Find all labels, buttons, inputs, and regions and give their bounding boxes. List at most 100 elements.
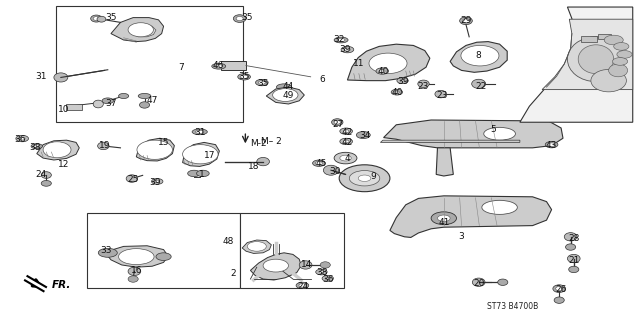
Text: 9: 9: [370, 172, 376, 181]
Text: 24: 24: [297, 282, 309, 291]
Polygon shape: [380, 140, 520, 142]
Text: 22: 22: [475, 82, 486, 91]
Ellipse shape: [566, 244, 576, 250]
Ellipse shape: [555, 286, 563, 291]
Bar: [66, 104, 82, 110]
Ellipse shape: [340, 138, 353, 145]
Ellipse shape: [334, 120, 340, 124]
Text: 14: 14: [301, 260, 312, 269]
Polygon shape: [347, 44, 430, 81]
Ellipse shape: [188, 170, 200, 177]
Text: 24: 24: [36, 170, 47, 179]
Polygon shape: [136, 138, 174, 161]
Ellipse shape: [128, 267, 141, 276]
Ellipse shape: [617, 51, 632, 58]
Text: 35: 35: [242, 13, 253, 22]
Ellipse shape: [567, 37, 624, 82]
Ellipse shape: [93, 100, 103, 108]
Text: 23: 23: [437, 92, 448, 100]
Text: 2: 2: [231, 269, 236, 278]
Ellipse shape: [139, 102, 150, 108]
Text: ST73 B4700B: ST73 B4700B: [487, 302, 538, 311]
Bar: [221, 61, 246, 70]
Ellipse shape: [400, 79, 405, 82]
Text: 21: 21: [568, 256, 579, 265]
Ellipse shape: [126, 175, 138, 182]
Ellipse shape: [152, 179, 163, 184]
Ellipse shape: [431, 212, 456, 225]
Text: M– 2: M– 2: [261, 137, 282, 146]
Ellipse shape: [316, 269, 327, 275]
Ellipse shape: [482, 200, 517, 214]
Ellipse shape: [19, 137, 25, 140]
Text: 18: 18: [248, 162, 259, 171]
Ellipse shape: [98, 248, 117, 257]
Text: 35: 35: [257, 79, 269, 88]
Ellipse shape: [233, 15, 246, 22]
Ellipse shape: [553, 285, 566, 292]
Ellipse shape: [376, 68, 389, 74]
Ellipse shape: [554, 297, 564, 303]
Ellipse shape: [212, 63, 226, 69]
Polygon shape: [107, 246, 168, 267]
Ellipse shape: [215, 65, 223, 68]
Ellipse shape: [394, 91, 399, 93]
Ellipse shape: [460, 17, 472, 25]
Polygon shape: [242, 240, 271, 253]
Text: 41: 41: [438, 218, 450, 227]
Ellipse shape: [257, 157, 269, 166]
Text: 45: 45: [315, 159, 327, 168]
Ellipse shape: [344, 130, 349, 132]
Ellipse shape: [128, 23, 153, 37]
Ellipse shape: [332, 119, 343, 126]
Text: 7: 7: [178, 63, 184, 72]
Text: 33: 33: [101, 246, 112, 255]
Ellipse shape: [192, 129, 207, 135]
Ellipse shape: [263, 259, 288, 272]
Text: 10: 10: [58, 105, 69, 114]
Ellipse shape: [320, 262, 330, 268]
Text: 42: 42: [341, 128, 353, 137]
Ellipse shape: [461, 45, 499, 66]
Ellipse shape: [236, 16, 243, 21]
Ellipse shape: [462, 19, 470, 23]
Bar: [240, 213, 344, 288]
Ellipse shape: [98, 142, 109, 150]
Ellipse shape: [322, 276, 333, 281]
Text: 43: 43: [546, 141, 557, 150]
Ellipse shape: [256, 79, 268, 86]
Ellipse shape: [197, 170, 209, 177]
Ellipse shape: [102, 98, 113, 104]
Text: 19: 19: [99, 141, 110, 150]
Text: 42: 42: [341, 138, 353, 147]
Ellipse shape: [299, 261, 312, 269]
Ellipse shape: [391, 89, 403, 95]
Ellipse shape: [569, 266, 579, 273]
Ellipse shape: [591, 69, 626, 92]
Ellipse shape: [344, 140, 349, 143]
Polygon shape: [436, 148, 453, 176]
Ellipse shape: [138, 93, 151, 99]
Ellipse shape: [195, 130, 204, 133]
Text: 35: 35: [105, 13, 117, 22]
Text: M-2: M-2: [250, 139, 267, 148]
Text: 38: 38: [316, 268, 328, 277]
Text: 1: 1: [198, 170, 205, 179]
Polygon shape: [390, 196, 552, 237]
Ellipse shape: [349, 171, 380, 186]
Ellipse shape: [564, 233, 577, 241]
Ellipse shape: [548, 143, 555, 146]
Text: 8: 8: [476, 52, 482, 60]
Bar: [56, 6, 243, 122]
Text: 30: 30: [329, 167, 340, 176]
Polygon shape: [450, 42, 507, 72]
Ellipse shape: [54, 73, 68, 82]
Text: 39: 39: [150, 178, 161, 187]
Text: 31: 31: [36, 72, 47, 81]
Text: 6: 6: [319, 76, 325, 84]
Ellipse shape: [340, 155, 351, 161]
Text: 29: 29: [460, 16, 472, 25]
Text: 35: 35: [238, 72, 250, 81]
Ellipse shape: [323, 165, 339, 175]
Ellipse shape: [156, 253, 171, 260]
